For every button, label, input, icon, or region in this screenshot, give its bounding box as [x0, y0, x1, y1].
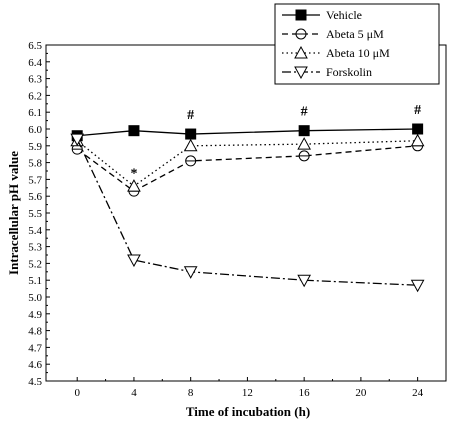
- y-tick-label: 6.0: [28, 124, 42, 136]
- y-tick-label: 6.2: [28, 90, 42, 102]
- legend-label: Vehicle: [326, 8, 362, 22]
- legend-label: Forskolin: [326, 65, 372, 79]
- data-point: [128, 125, 140, 137]
- x-tick-label: 16: [299, 387, 311, 399]
- y-axis-title: Intracellular pH value: [6, 151, 21, 275]
- y-tick-label: 4.8: [28, 326, 42, 338]
- y-tick-label: 5.4: [28, 225, 42, 237]
- plot-frame: [45, 44, 447, 382]
- series-line: [77, 128, 418, 137]
- significance-marker: *: [130, 167, 137, 182]
- series-0: [71, 123, 424, 142]
- axes: 4.5 4.6 4.7 4.8 4.9 5.0 5.1 5.2 5.3 5.4 5.5 5.6 5.7 5…: [28, 40, 447, 399]
- legend-item-3: Forskolin: [282, 65, 372, 80]
- y-tick-label: 5.9: [28, 141, 42, 153]
- data-point: [298, 125, 310, 137]
- legend-label: Abeta 5 μM: [326, 27, 384, 41]
- y-tick-label: 5.0: [28, 292, 42, 304]
- annotations: * # # #: [130, 103, 421, 182]
- significance-marker: #: [187, 108, 194, 123]
- data-point: [183, 138, 198, 152]
- x-tick-label: 4: [131, 387, 137, 399]
- series-layer: [70, 123, 425, 293]
- legend-marker: [295, 28, 307, 40]
- series-line: [76, 145, 418, 192]
- series-1: [71, 140, 424, 197]
- legend-items: Vehicle Abeta 5 μM Abeta 10 μM Forskolin: [282, 8, 390, 80]
- legend-label: Abeta 10 μM: [326, 46, 390, 60]
- data-point: [410, 279, 425, 293]
- y-tick-label: 6.3: [28, 74, 42, 86]
- data-point: [127, 179, 141, 192]
- series-line: [76, 140, 418, 187]
- x-tick-label: 8: [188, 387, 194, 399]
- y-tick-label: 5.7: [28, 174, 42, 186]
- data-point: [185, 128, 197, 140]
- legend-item-2: Abeta 10 μM: [282, 45, 390, 60]
- series-3: [70, 133, 425, 293]
- legend-marker: [294, 45, 308, 59]
- significance-marker: #: [414, 103, 421, 118]
- y-tick-label: 6.4: [28, 57, 42, 69]
- legend-marker: [294, 66, 308, 80]
- x-tick-label: 20: [355, 387, 367, 399]
- legend-item-0: Vehicle: [282, 8, 362, 22]
- y-tick-label: 5.8: [28, 158, 42, 170]
- series-2: [70, 133, 425, 192]
- y-tick-label: 4.9: [28, 309, 42, 321]
- data-point: [410, 133, 425, 147]
- data-point: [412, 123, 424, 135]
- legend-marker: [295, 9, 307, 21]
- y-tick-label: 6.5: [28, 40, 42, 52]
- y-tick-label: 6.1: [28, 107, 42, 119]
- significance-marker: #: [301, 105, 308, 120]
- data-point: [297, 274, 311, 288]
- x-tick-label: 24: [412, 387, 424, 399]
- data-point: [297, 137, 311, 150]
- series-line: [76, 138, 418, 286]
- x-axis-title: Time of incubation (h): [186, 404, 310, 419]
- y-tick-label: 5.3: [28, 242, 42, 254]
- x-tick-label: 12: [242, 387, 253, 399]
- y-tick-label: 4.5: [28, 376, 42, 388]
- data-point: [185, 155, 197, 167]
- y-tick-label: 4.6: [28, 359, 42, 371]
- x-tick-label: 0: [74, 387, 80, 399]
- data-point: [183, 266, 198, 279]
- legend: Vehicle Abeta 5 μM Abeta 10 μM Forskolin: [274, 3, 440, 85]
- y-tick-label: 5.1: [28, 275, 42, 287]
- y-tick-label: 5.2: [28, 258, 42, 270]
- y-tick-label: 4.7: [28, 342, 42, 354]
- y-tick-label: 5.6: [28, 191, 42, 203]
- data-point: [70, 133, 85, 147]
- y-tick-label: 5.5: [28, 208, 42, 220]
- data-point: [298, 150, 310, 162]
- legend-item-1: Abeta 5 μM: [282, 27, 384, 41]
- data-point: [127, 254, 141, 268]
